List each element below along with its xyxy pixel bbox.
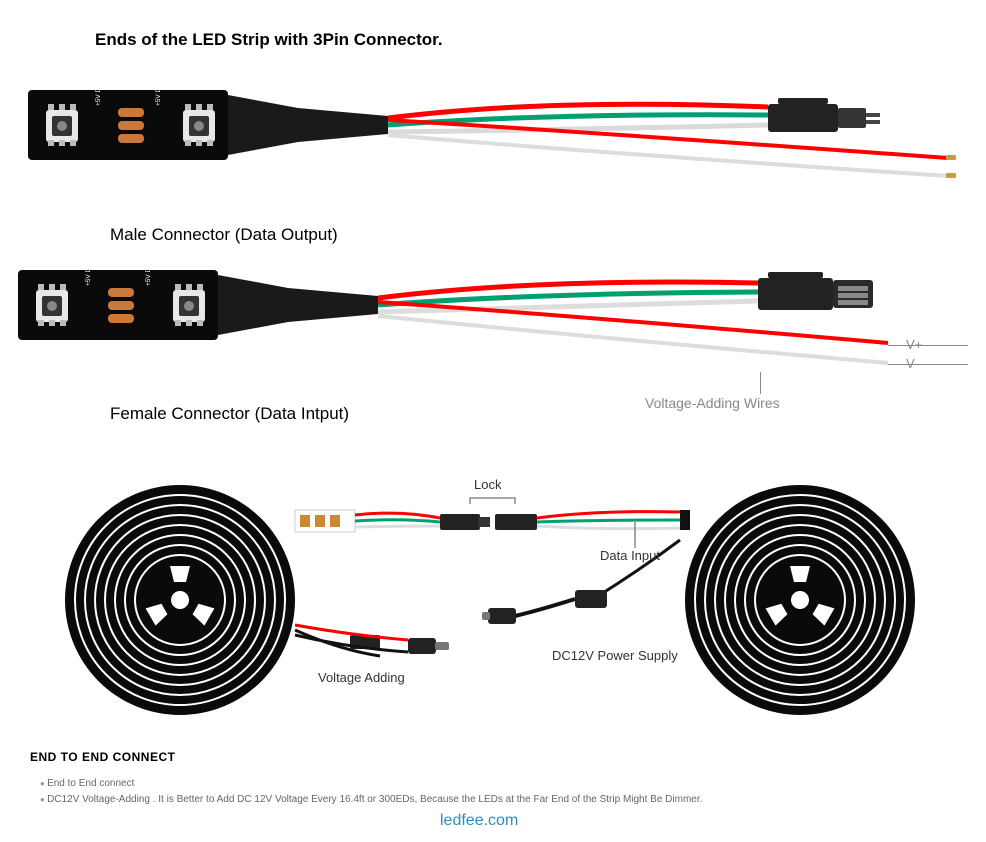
watermark-text: ledfee.com (440, 812, 518, 830)
led-chip-icon (183, 104, 215, 146)
female-socket-icon (758, 272, 873, 310)
bullet-2: DC12V Voltage-Adding . It is Better to A… (40, 794, 960, 805)
voltage-wires-label: Voltage-Adding Wires (645, 395, 780, 411)
bullet-1: End to End connect (40, 778, 134, 789)
page-title: Ends of the LED Strip with 3Pin Connecto… (95, 30, 443, 50)
solder-pads-icon (108, 288, 134, 323)
led-chip-icon (46, 104, 78, 146)
male-connector-diagram: +5V DO GND +5V Din GND (28, 80, 968, 190)
section-heading: END TO END CONNECT (30, 750, 175, 764)
male-connector-label: Male Connector (Data Output) (110, 225, 338, 245)
female-connector-label: Female Connector (Data Intput) (110, 404, 349, 424)
svg-text:+5V DO GND: +5V DO GND (85, 246, 92, 286)
voltage-adding-label: Voltage Adding (318, 670, 405, 685)
svg-text:+5V DO GND: +5V DO GND (95, 66, 102, 106)
led-chip-icon (173, 284, 205, 326)
solder-pads-icon (118, 108, 144, 143)
end-to-end-diagram (40, 480, 950, 730)
dc-jack-icon (408, 638, 449, 654)
lock-label: Lock (474, 477, 501, 492)
female-connector-diagram: +5V DO GND +5V Din GND (18, 260, 978, 410)
svg-text:+5V Din GND: +5V Din GND (145, 246, 152, 286)
svg-text:+5V Din GND: +5V Din GND (155, 66, 162, 106)
data-input-label: Data Input (600, 548, 660, 563)
led-chip-icon (36, 284, 68, 326)
led-reel-icon (685, 485, 915, 715)
male-plug-icon (768, 98, 880, 132)
power-supply-label: DC12V Power Supply (552, 648, 678, 663)
dc-jack-icon (482, 608, 516, 624)
led-reel-icon (65, 485, 295, 715)
